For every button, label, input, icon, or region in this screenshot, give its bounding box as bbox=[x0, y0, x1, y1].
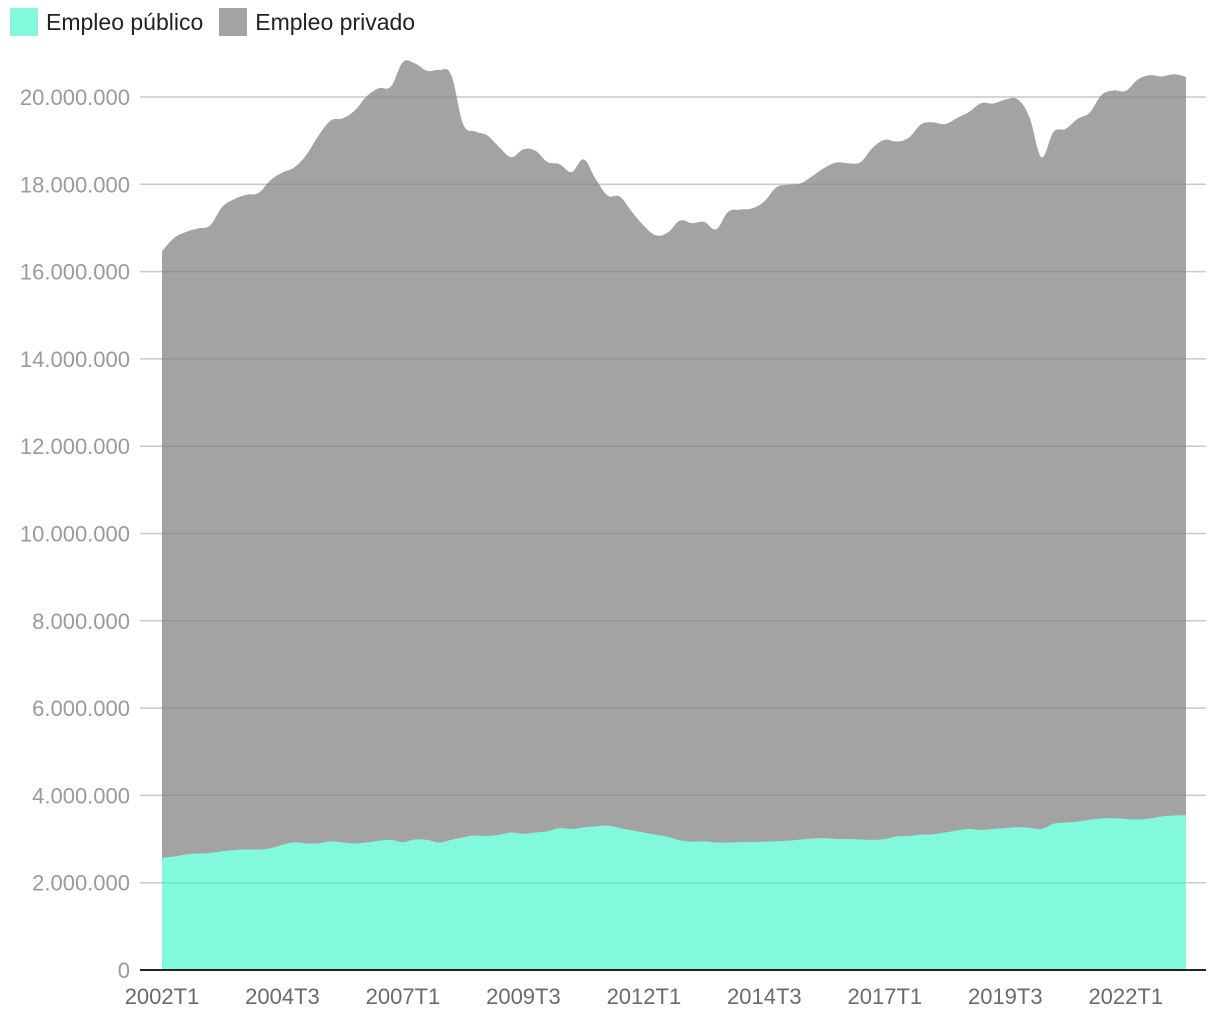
y-tick-label: 10.000.000 bbox=[20, 522, 130, 547]
legend-label-public: Empleo público bbox=[46, 8, 204, 35]
y-tick-label: 12.000.000 bbox=[20, 434, 130, 459]
series-area-empleo-publico bbox=[162, 815, 1186, 970]
y-tick-labels: 0 2.000.000 4.000.000 6.000.000 8.000.000 10.… bbox=[20, 85, 130, 983]
x-tick-label: 2004T3 bbox=[245, 984, 320, 1009]
y-tick-label: 8.000.000 bbox=[32, 609, 130, 634]
x-tick-labels: 2002T1 2004T3 2007T1 2009T3 2012T1 2014T3 2017… bbox=[125, 984, 1163, 1009]
x-tick-label: 2019T3 bbox=[968, 984, 1043, 1009]
legend: Empleo público Empleo privado bbox=[10, 8, 431, 36]
y-tick-label: 20.000.000 bbox=[20, 85, 130, 110]
x-tick-label: 2012T1 bbox=[607, 984, 682, 1009]
y-tick-label: 6.000.000 bbox=[32, 696, 130, 721]
legend-swatch-public bbox=[10, 8, 38, 36]
y-tick-label: 2.000.000 bbox=[32, 871, 130, 896]
y-tick-label: 4.000.000 bbox=[32, 783, 130, 808]
series-area-empleo-privado bbox=[162, 60, 1186, 970]
x-tick-label: 2022T1 bbox=[1088, 984, 1163, 1009]
legend-label-private: Empleo privado bbox=[255, 8, 416, 35]
x-tick-label: 2002T1 bbox=[125, 984, 200, 1009]
y-tick-label: 14.000.000 bbox=[20, 347, 130, 372]
area-series bbox=[140, 60, 1206, 970]
legend-item-private[interactable]: Empleo privado bbox=[219, 8, 415, 36]
x-tick-label: 2017T1 bbox=[848, 984, 923, 1009]
y-tick-label: 18.000.000 bbox=[20, 172, 130, 197]
y-tick-label: 16.000.000 bbox=[20, 260, 130, 285]
legend-swatch-private bbox=[219, 8, 248, 36]
y-tick-label: 0 bbox=[118, 958, 130, 983]
x-tick-label: 2014T3 bbox=[727, 984, 802, 1009]
legend-item-public[interactable]: Empleo público bbox=[10, 8, 203, 36]
x-tick-label: 2009T3 bbox=[486, 984, 561, 1009]
x-tick-label: 2007T1 bbox=[366, 984, 441, 1009]
